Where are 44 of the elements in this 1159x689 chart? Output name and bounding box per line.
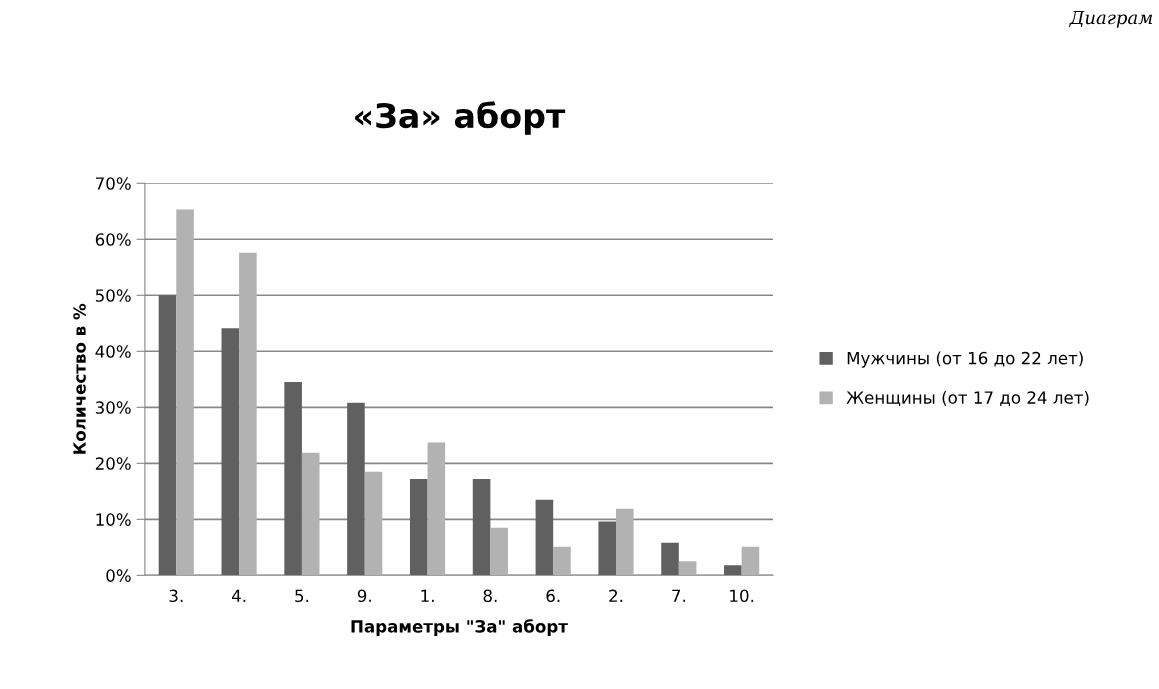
y-tick-label: 0% — [106, 569, 131, 582]
bar — [221, 328, 240, 576]
bar — [553, 546, 571, 576]
bar — [661, 542, 679, 576]
text: Диаграм — [1069, 10, 1152, 28]
bar — [158, 295, 177, 576]
x-tick-label: 7. — [672, 589, 685, 602]
bar — [535, 499, 554, 576]
y-tick-label: 10% — [96, 513, 131, 526]
bar — [239, 252, 257, 576]
y-tick-label: 60% — [95, 233, 131, 246]
bar — [427, 442, 446, 576]
x-tick-label: 6. — [546, 589, 560, 603]
legend-label: Женщины (от 17 до 24 лет) — [846, 390, 1089, 406]
bar — [490, 527, 508, 576]
x-tick-label: 5. — [295, 589, 309, 603]
bar — [284, 382, 302, 576]
legend-label: Мужчины (от 16 до 22 лет) — [847, 351, 1083, 368]
bar — [301, 452, 320, 576]
x-tick-label: 10. — [730, 589, 754, 603]
bar — [364, 471, 383, 576]
x-tick-label: 8. — [483, 589, 497, 603]
bar — [347, 402, 365, 576]
bar — [616, 508, 634, 576]
x-axis-title: Параметры "За" аборт — [351, 619, 568, 636]
bar — [176, 209, 194, 576]
bar — [472, 478, 491, 576]
bar — [724, 565, 742, 576]
y-tick-label: 20% — [95, 457, 131, 470]
bar — [741, 546, 760, 576]
y-tick-label: 70% — [96, 177, 131, 190]
x-tick-label: 2. — [609, 589, 623, 602]
x-tick-label: 4. — [231, 589, 246, 602]
y-tick-label: 40% — [95, 345, 131, 358]
x-tick-label: 1. — [421, 589, 434, 602]
y-tick-label: 30% — [95, 401, 131, 414]
x-tick-label: 3. — [169, 589, 183, 603]
bar — [409, 478, 428, 576]
chart-title: «За» аборт — [355, 101, 566, 135]
x-tick-label: 9. — [357, 589, 371, 603]
bar — [678, 561, 697, 576]
y-tick-label: 50% — [95, 289, 131, 302]
y-axis-title: Количество в % — [73, 303, 86, 454]
bar — [598, 521, 617, 576]
